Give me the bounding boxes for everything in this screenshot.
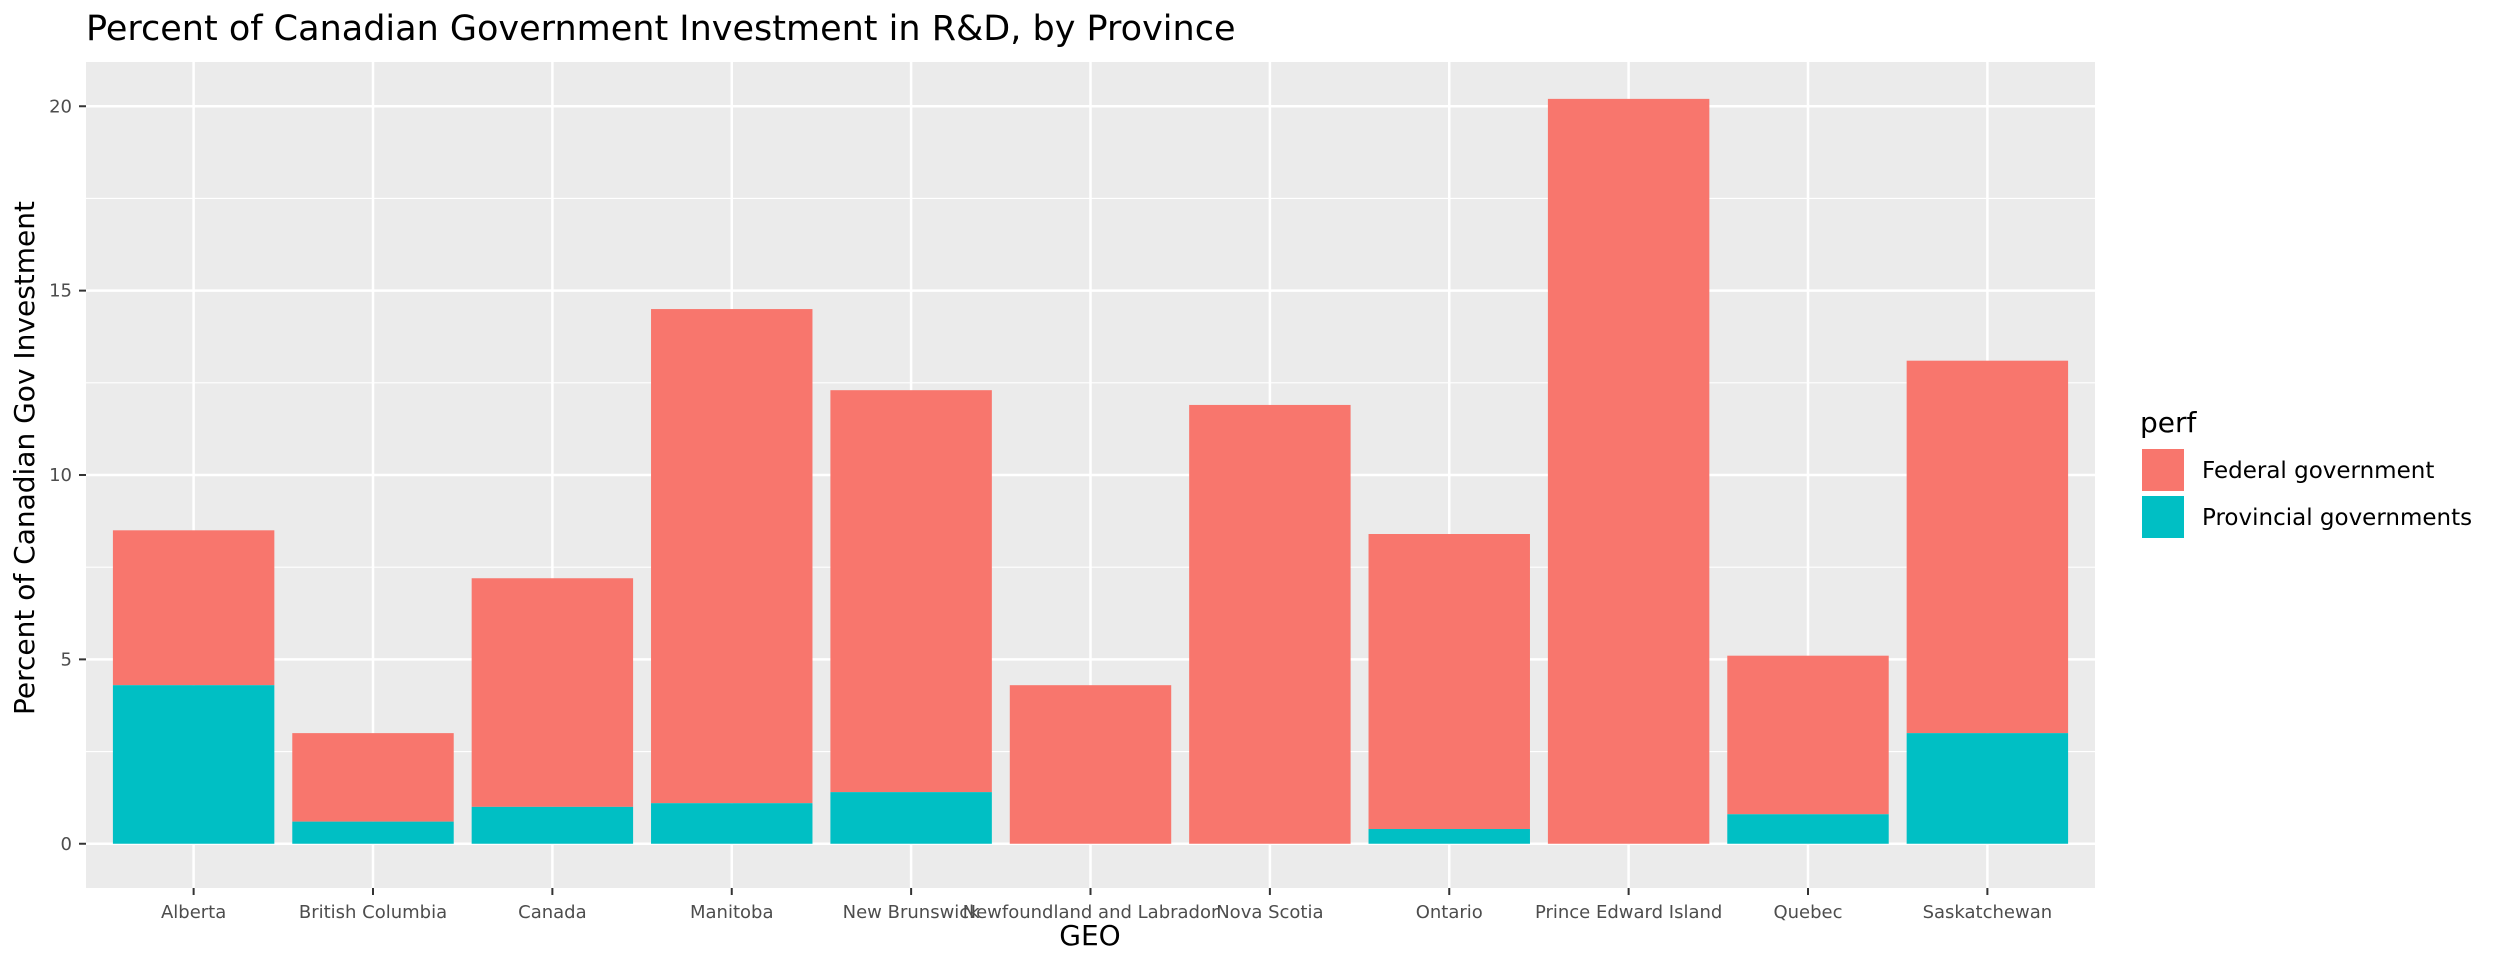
bar-federal-government: [471, 578, 634, 807]
x-tick-label: New Brunswick: [843, 902, 981, 923]
legend-label: Federal government: [2202, 458, 2434, 484]
x-tick-label: Ontario: [1416, 902, 1483, 923]
bar-federal-government: [651, 309, 813, 804]
bar-federal-government: [1906, 360, 2069, 734]
x-tick-label: Saskatchewan: [1923, 902, 2053, 923]
bar-federal-government: [292, 733, 454, 822]
bar-federal-government: [1189, 404, 1351, 844]
x-tick-label: Prince Edward Island: [1535, 902, 1722, 923]
x-axis-ticks: Alberta British Columbia Canada Manitoba New…: [161, 888, 2052, 923]
legend-title: perf: [2140, 406, 2198, 439]
x-tick-label: Nova Scotia: [1216, 902, 1323, 923]
bar-provincial-governments: [830, 792, 992, 844]
bar-provincial-governments: [112, 685, 275, 844]
bar-federal-government: [1368, 534, 1530, 829]
x-axis-title: GEO: [1059, 919, 1120, 952]
bar-provincial-governments: [651, 803, 813, 844]
y-axis-ticks: 0 5 10 15 20: [49, 96, 86, 855]
bar-federal-government: [1009, 685, 1172, 844]
y-tick-label: 0: [61, 834, 72, 855]
bar-provincial-governments: [1906, 733, 2069, 844]
x-tick-label: Newfoundland and Labrador: [963, 902, 1219, 923]
x-tick-label: Quebec: [1773, 902, 1842, 923]
y-tick-label: 20: [49, 96, 72, 117]
bar-federal-government: [830, 390, 992, 793]
x-tick-label: Manitoba: [690, 902, 774, 923]
x-tick-label: Alberta: [161, 902, 226, 923]
bars-group: [112, 98, 2069, 844]
legend-key: [2142, 449, 2184, 491]
bar-provincial-governments: [471, 806, 634, 844]
chart-title: Percent of Canadian Government Investmen…: [86, 9, 1235, 49]
legend: perf Federal government Provincial govern…: [2140, 406, 2472, 538]
bar-provincial-governments: [292, 821, 454, 844]
y-tick-label: 10: [49, 465, 72, 486]
bar-federal-government: [1547, 98, 1710, 844]
bar-provincial-governments: [1368, 829, 1530, 844]
bar-provincial-governments: [1727, 814, 1889, 844]
x-tick-label: British Columbia: [299, 902, 447, 923]
y-tick-label: 5: [61, 649, 72, 670]
y-axis-title: Percent of Canadian Gov Investment: [8, 201, 41, 715]
y-tick-label: 15: [49, 281, 72, 302]
legend-key: [2142, 496, 2184, 538]
legend-label: Provincial governments: [2202, 505, 2472, 531]
bar-federal-government: [1727, 655, 1889, 815]
x-tick-label: Canada: [518, 902, 587, 923]
bar-federal-government: [112, 530, 275, 686]
